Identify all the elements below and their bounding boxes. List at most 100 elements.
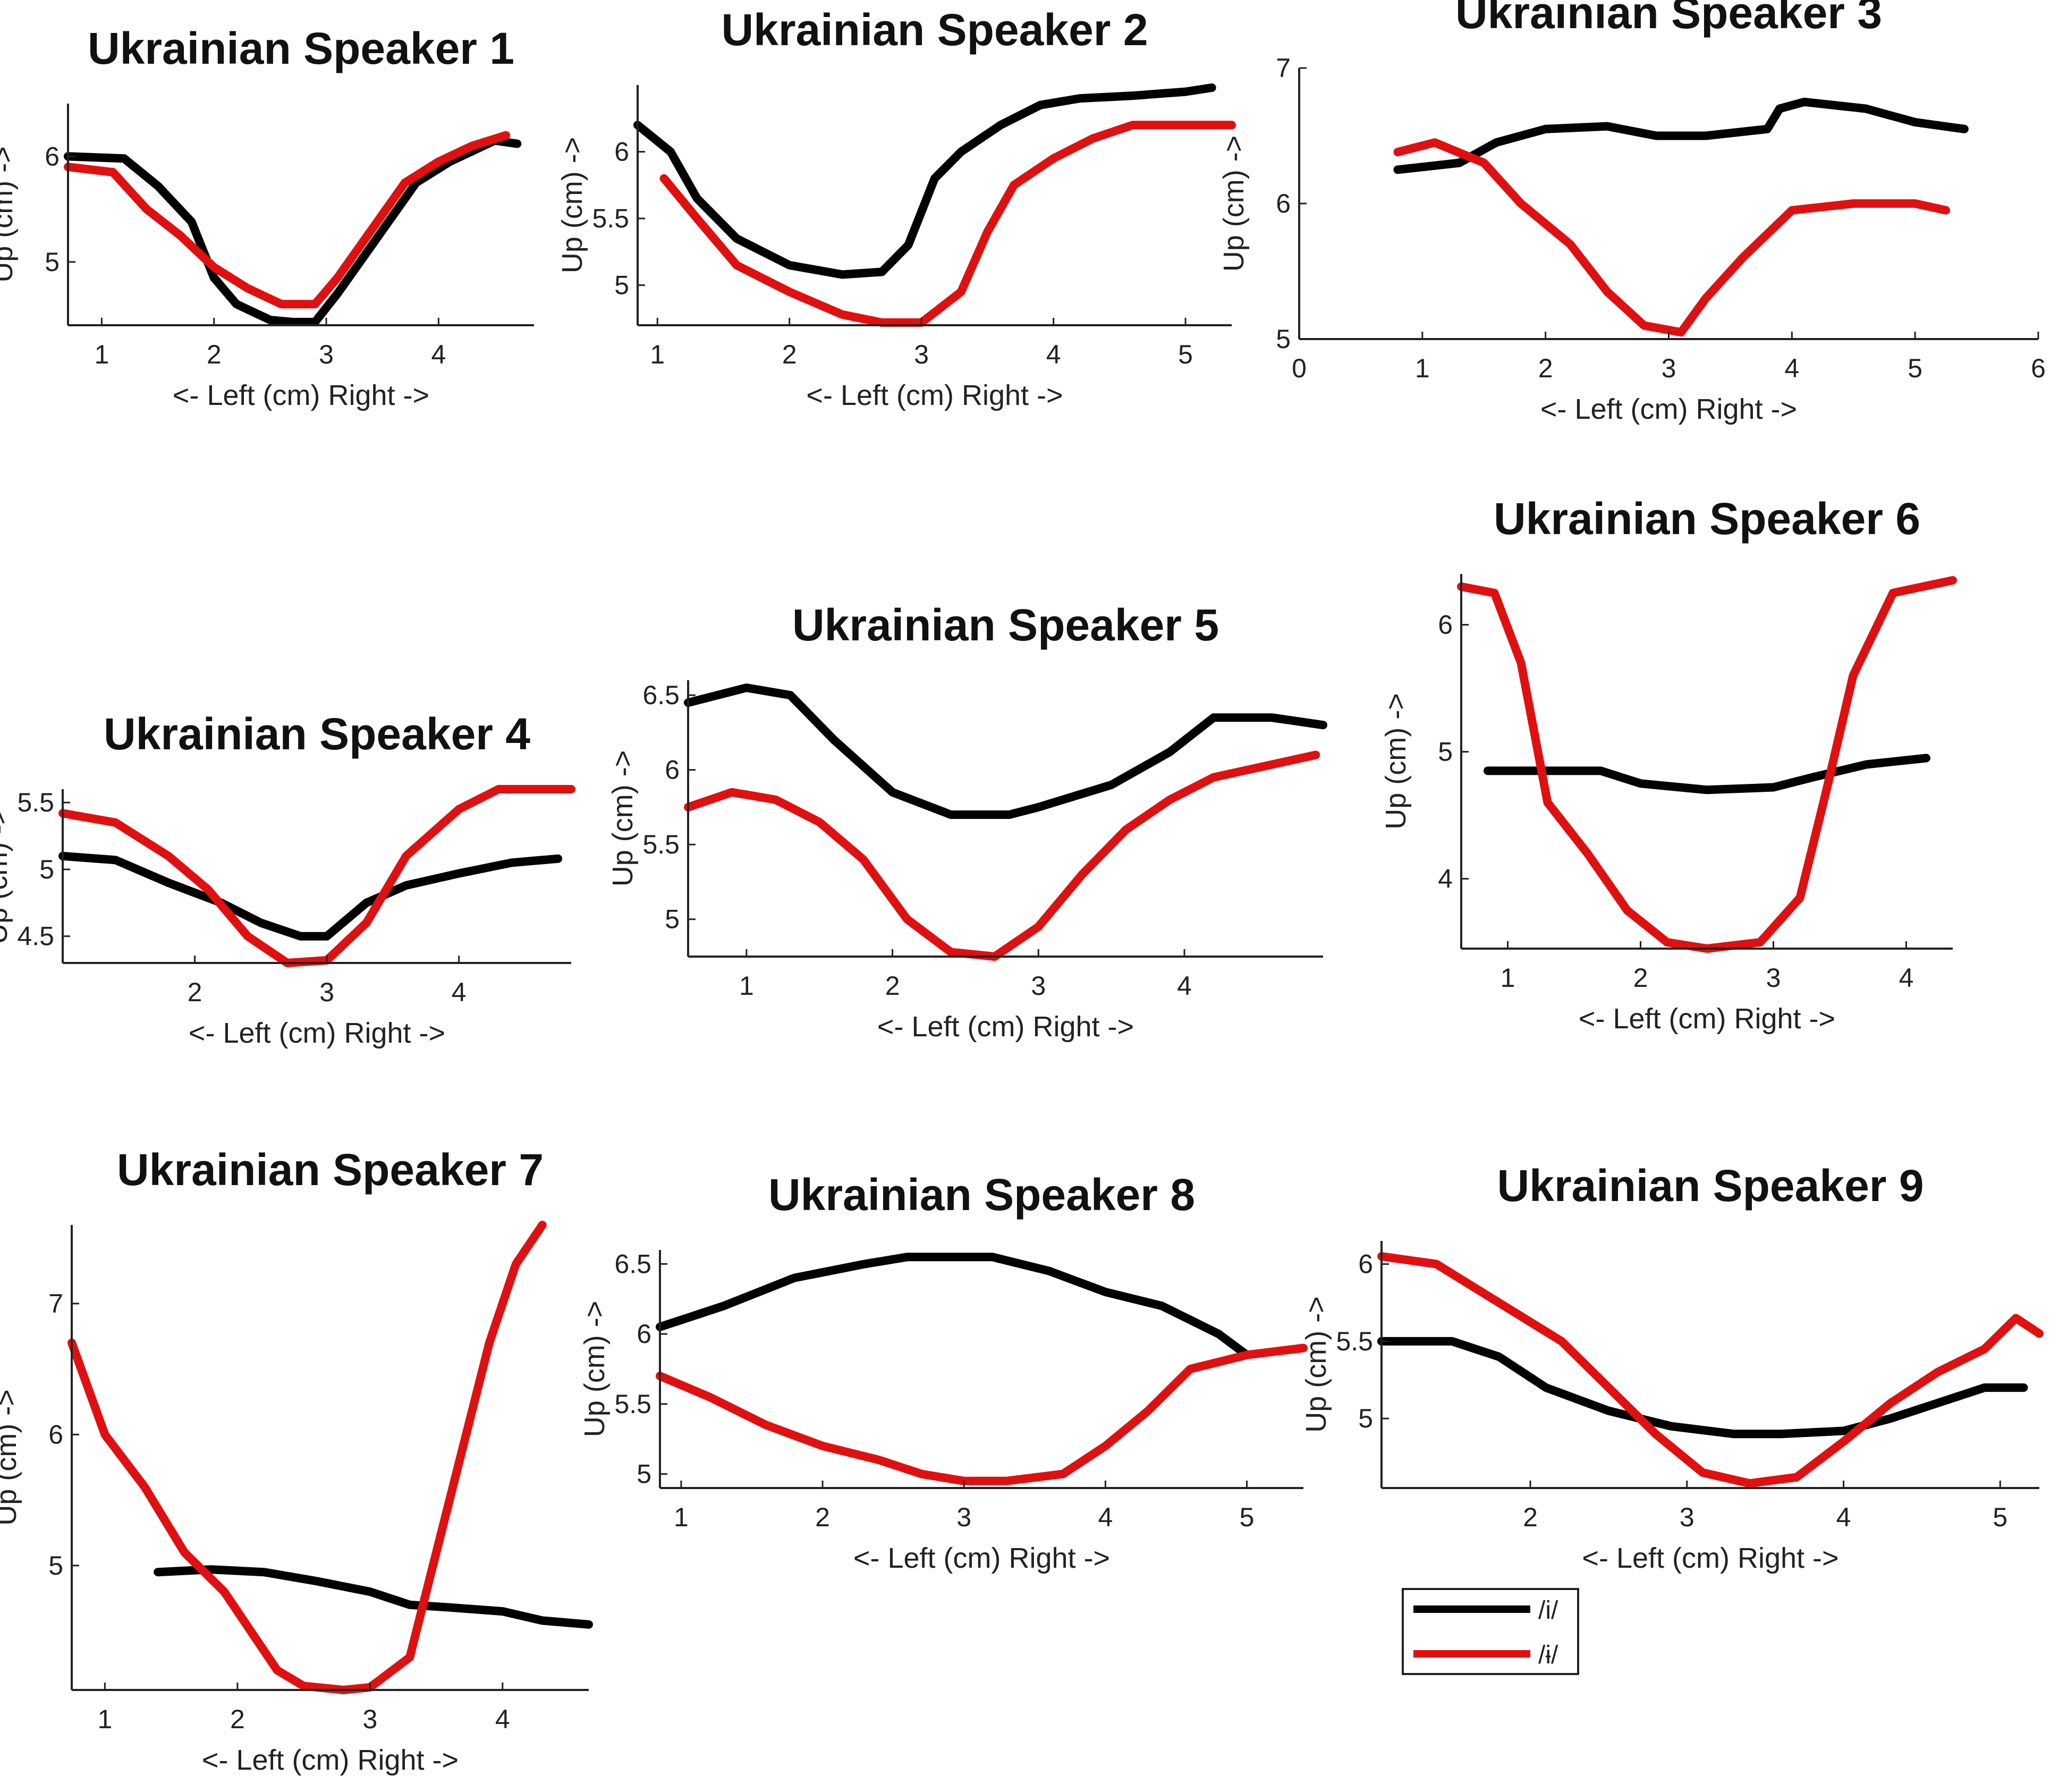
y-axis-label: Up (cm) -> <box>1218 136 1250 272</box>
x-tick-label: 2 <box>1538 353 1553 383</box>
x-tick-label: 6 <box>2031 353 2046 383</box>
y-tick-label: 5 <box>614 271 629 300</box>
x-tick-label: 3 <box>362 1704 377 1734</box>
x-tick-label: 4 <box>1899 963 1914 993</box>
y-axis-label: Up (cm) -> <box>607 750 639 887</box>
chart-panel-6: 1 2 3 4 4 5 6 Ukrainian Speaker 6 <- Left (cm) R… <box>1380 494 1957 1035</box>
x-axis-label: <- Left (cm) Right -> <box>202 1744 459 1776</box>
x-tick-label: 2 <box>885 971 900 1001</box>
x-tick-label: 5 <box>1240 1502 1255 1532</box>
chart-title-ukrainian-speaker-8: Ukrainian Speaker 8 <box>768 1170 1195 1220</box>
x-tick-label: 3 <box>1031 971 1046 1001</box>
chart-panel-5: 1 2 3 4 5 5.5 6 6.5 Ukrainian Speaker 5 <- Left (… <box>607 600 1327 1043</box>
x-tick-label: 3 <box>956 1502 971 1532</box>
x-tick-label: 1 <box>739 971 754 1001</box>
x-axis-label: <- Left (cm) Right -> <box>806 379 1063 411</box>
x-tick-label: 1 <box>94 340 109 369</box>
x-tick-label: 4 <box>431 340 446 369</box>
x-axis-label: <- Left (cm) Right -> <box>1579 1003 1835 1035</box>
x-tick-label: 2 <box>230 1704 245 1734</box>
x-tick-label: 2 <box>815 1502 830 1532</box>
chart-panel-1: 1 2 3 4 5 6 Ukrainian Speaker 1 <- Left (cm) Ri… <box>0 23 534 411</box>
chart-title-ukrainian-speaker-3: Ukrainian Speaker 3 <box>1455 0 1882 38</box>
x-axis-label: <- Left (cm) Right -> <box>1582 1542 1838 1574</box>
x-tick-label: 4 <box>495 1704 510 1734</box>
x-axis-label: <- Left (cm) Right -> <box>877 1011 1134 1043</box>
x-axis-label: <- Left (cm) Right -> <box>189 1017 445 1049</box>
y-tick-label: 5 <box>1276 324 1291 354</box>
x-tick-label: 4 <box>1177 971 1192 1001</box>
y-tick-label: 5.5 <box>17 788 54 817</box>
y-tick-label: 6.5 <box>642 680 680 710</box>
series-line-i-5 <box>684 683 1327 819</box>
y-tick-label: 7 <box>1276 53 1291 83</box>
y-tick-label: 5.5 <box>1336 1326 1373 1356</box>
y-tick-label: 6.5 <box>614 1249 651 1279</box>
x-tick-label: 0 <box>1292 353 1307 383</box>
x-tick-label: 2 <box>188 977 202 1007</box>
y-axis-label: Up (cm) -> <box>556 137 588 274</box>
y-axis-label: Up (cm) -> <box>0 146 19 283</box>
x-tick-label: 1 <box>674 1502 689 1532</box>
y-tick-label: 5 <box>45 247 60 277</box>
y-tick-label: 5 <box>48 1551 63 1580</box>
y-tick-label: 6 <box>45 141 60 171</box>
y-axis-label: Up (cm) -> <box>1380 693 1412 830</box>
chart-title-ukrainian-speaker-9: Ukrainian Speaker 9 <box>1497 1161 1924 1211</box>
y-tick-label: 6 <box>665 755 680 785</box>
y-tick-label: 6 <box>637 1319 651 1349</box>
y-tick-label: 5 <box>665 905 680 934</box>
legend-box <box>1402 1588 1579 1675</box>
series-line-i-3 <box>1393 97 1969 174</box>
x-tick-label: 2 <box>1523 1502 1538 1532</box>
y-tick-label: 6 <box>1358 1249 1373 1279</box>
x-tick-label: 3 <box>1680 1502 1694 1532</box>
chart-panel-2: 1 2 3 4 5 5 5.5 6 Ukrainian Speaker 2 <- Left (cm… <box>556 5 1236 411</box>
y-tick-label: 5 <box>637 1459 651 1489</box>
chart-panel-3: 0 1 2 3 4 5 6 5 6 7 Ukrainian Speaker 3 <- Left (cm… <box>1218 0 2046 425</box>
y-tick-label: 6 <box>1438 610 1453 640</box>
y-tick-label: 5 <box>1438 737 1453 767</box>
y-tick-label: 5 <box>39 855 54 884</box>
x-tick-label: 3 <box>319 977 334 1007</box>
x-tick-label: 4 <box>1098 1502 1113 1532</box>
series-line-y-1 <box>64 131 511 309</box>
chart-panel-9: 2 3 4 5 5 5.5 6 Ukrainian Speaker 9 <- Left (cm)… <box>1300 1161 2044 1574</box>
x-tick-label: 4 <box>1836 1502 1851 1532</box>
legend: /i/ /ɨ/ <box>1402 1588 1579 1675</box>
x-axis-label: <- Left (cm) Right -> <box>173 379 429 411</box>
y-tick-label: 4 <box>1438 864 1453 894</box>
series-line-y-3 <box>1393 138 1951 337</box>
x-tick-label: 4 <box>452 977 467 1007</box>
chart-title-ukrainian-speaker-1: Ukrainian Speaker 1 <box>88 23 514 73</box>
series-line-i-9 <box>1377 1337 2028 1439</box>
y-tick-label: 6 <box>614 137 629 167</box>
x-tick-label: 1 <box>1415 353 1430 383</box>
x-tick-label: 5 <box>1178 340 1193 369</box>
y-tick-label: 7 <box>48 1289 63 1318</box>
x-tick-label: 5 <box>1908 353 1922 383</box>
chart-title-ukrainian-speaker-6: Ukrainian Speaker 6 <box>1494 494 1920 544</box>
series-line-y-7 <box>67 1221 547 1694</box>
series-line-i-7 <box>154 1565 593 1629</box>
x-tick-label: 1 <box>1501 963 1515 993</box>
x-tick-label: 1 <box>97 1704 112 1734</box>
x-tick-label: 1 <box>650 340 665 369</box>
x-tick-label: 3 <box>914 340 929 369</box>
series-line-i-6 <box>1484 754 1930 794</box>
legend-label-i: /i/ <box>1538 1596 1558 1625</box>
chart-panel-7: 1 2 3 4 5 6 7 Ukrainian Speaker 7 <- Left (cm) R… <box>0 1145 593 1776</box>
x-tick-label: 2 <box>207 340 222 369</box>
x-tick-label: 2 <box>782 340 797 369</box>
y-axis-label: Up (cm) -> <box>0 808 13 944</box>
x-tick-label: 3 <box>319 340 334 369</box>
chart-title-ukrainian-speaker-2: Ukrainian Speaker 2 <box>721 5 1148 55</box>
series-line-y-2 <box>659 121 1236 327</box>
x-tick-label: 4 <box>1784 353 1799 383</box>
series-line-y-6 <box>1457 576 1957 953</box>
y-axis-label: Up (cm) -> <box>1300 1296 1332 1433</box>
chart-title-ukrainian-speaker-5: Ukrainian Speaker 5 <box>792 600 1219 650</box>
y-tick-label: 4.5 <box>17 922 54 951</box>
